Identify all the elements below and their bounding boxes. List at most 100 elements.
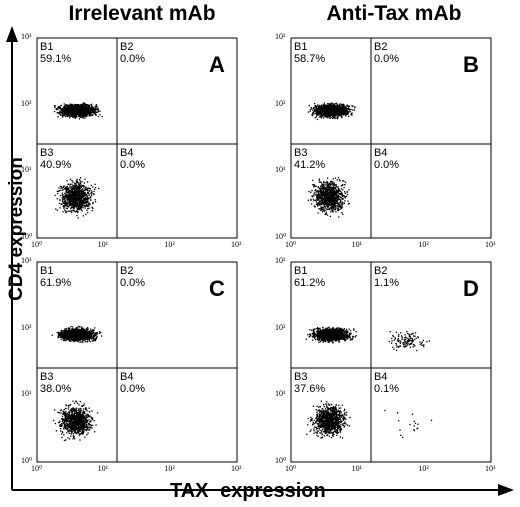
event-dot [68,117,71,119]
event-dot [312,112,314,114]
event-dot [77,207,79,209]
quadrant-label-b2: B2 0.0% [120,41,145,65]
event-dot [331,196,334,198]
event-dot [344,111,347,113]
event-dot [95,105,98,108]
event-dot [331,196,333,198]
event-dot [326,185,328,188]
event-dot [87,107,90,109]
event-dot [60,111,62,113]
event-dot [66,110,68,112]
event-dot [332,117,334,120]
x-tick-label: 10² [418,240,429,249]
event-dot [77,340,79,342]
event-dot [87,212,89,214]
event-dot [334,208,336,211]
event-dot [340,200,342,202]
event-dot [332,203,334,206]
event-dot [87,197,89,199]
event-dot [328,110,330,113]
event-dot [340,191,342,193]
event-dot [335,199,337,202]
event-dot [346,112,348,114]
event-dot [88,193,90,195]
event-dot [341,109,343,111]
event-dot [317,106,320,108]
event-dot [70,187,72,189]
event-dot [89,113,91,116]
event-dot [77,112,79,114]
event-dot [94,107,96,109]
event-dot [67,195,69,197]
event-dot [332,107,334,109]
event-dot [82,115,84,118]
event-dot [88,108,90,110]
event-dot [66,192,68,194]
event-dot [72,181,74,183]
event-dot [331,106,333,108]
event-dot [76,181,78,183]
event-dot [68,114,70,116]
event-dot [86,111,89,113]
event-dot [82,110,84,113]
event-dot [69,106,71,108]
event-dot [340,196,342,198]
event-dot [56,192,59,195]
event-dot [55,108,57,111]
event-dot [329,204,332,206]
event-dot [326,190,328,192]
event-dot [88,187,90,189]
event-dot [65,202,67,204]
event-dot [319,202,322,205]
event-dot [66,210,68,213]
x-tick-label: 10⁰ [31,240,43,249]
event-dot [75,184,78,186]
event-dot [88,205,90,207]
event-dot [339,204,341,206]
event-dot [63,198,65,200]
event-dot [75,115,77,118]
event-dot [83,110,85,112]
event-dot [66,185,68,187]
event-dot [316,205,319,207]
event-dot [76,115,78,117]
event-dot [321,201,324,203]
event-dot [340,188,343,190]
event-dot [70,108,72,110]
event-dot [88,207,90,209]
event-dot [72,199,74,201]
event-dot [92,186,94,188]
event-dot [326,112,329,114]
event-dot [338,216,340,218]
event-dot [80,104,82,106]
event-dot [340,113,342,115]
event-dot [77,217,79,219]
event-dot [79,114,81,116]
event-dot [67,189,69,191]
event-dot [59,194,62,197]
event-dot [84,114,86,116]
event-dot [77,201,80,204]
event-dot [75,104,77,106]
event-dot [76,108,78,110]
event-dot [68,200,71,202]
event-dot [335,186,337,188]
event-dot [76,107,78,110]
event-dot [342,106,344,108]
event-dot [344,200,346,202]
event-dot [81,203,84,205]
event-dot [87,181,89,183]
event-dot [75,197,77,199]
event-dot [83,195,85,197]
event-dot [94,188,96,190]
event-dot [76,188,78,190]
event-dot [331,197,333,200]
event-dot [76,112,78,115]
scatter-plot-c [36,261,238,463]
event-dot [336,110,338,112]
event-dot [85,213,87,216]
event-dot [337,108,339,110]
event-dot [316,194,318,196]
event-dot [341,203,343,205]
